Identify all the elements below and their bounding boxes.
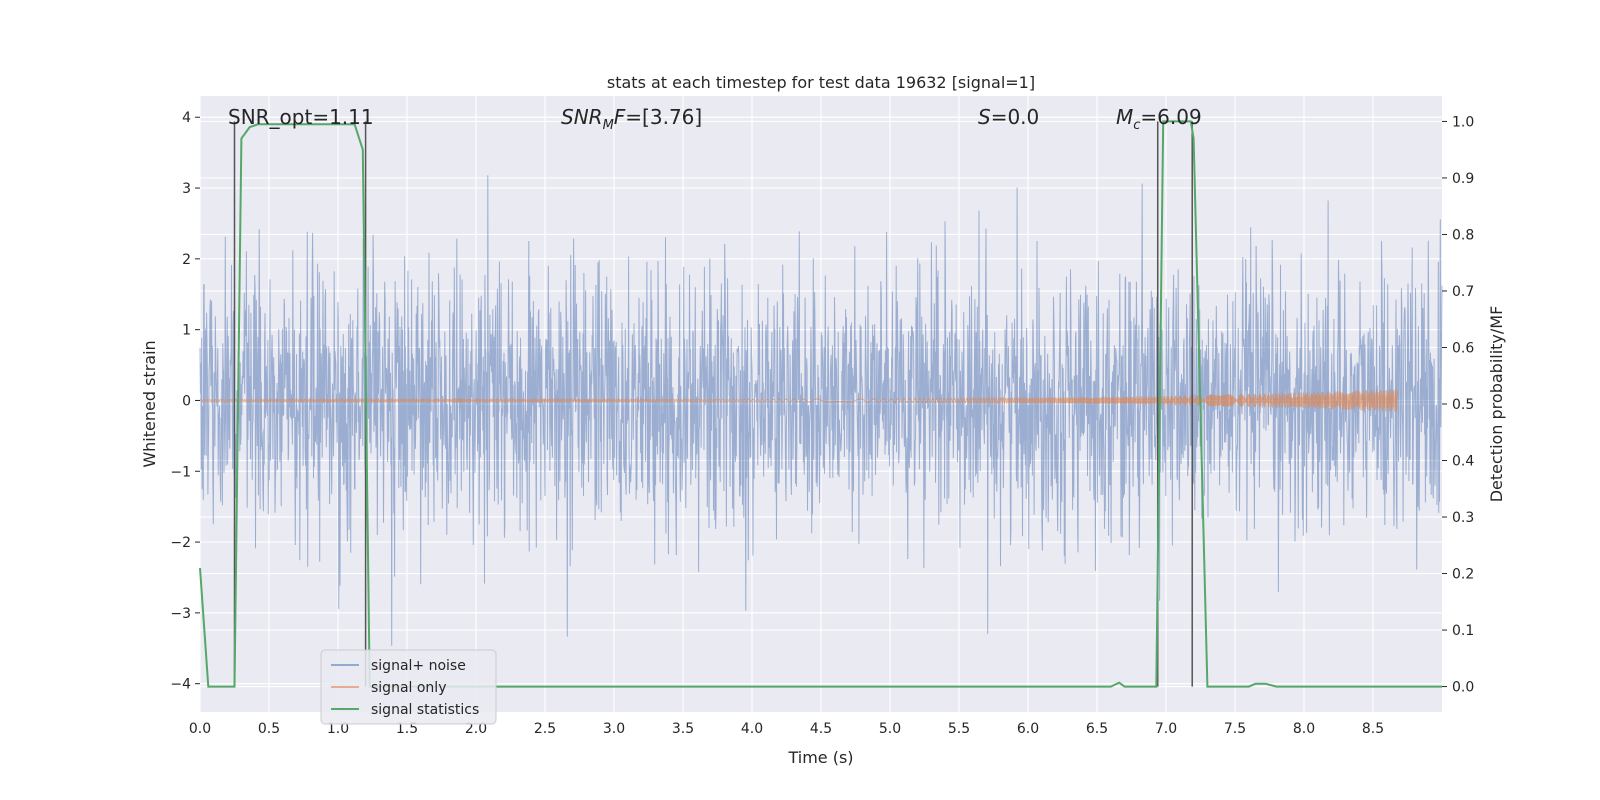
x-tick-label: 3.0	[603, 721, 625, 737]
x-tick-label: 8.0	[1293, 721, 1315, 737]
s-stat-symbol: S	[978, 105, 991, 129]
y-right-tick-label: 1.0	[1452, 114, 1474, 130]
x-axis-ticks: 0.0 0.5 1.0 1.5 2.0 2.5 3.0 3.5 4.0 4.5 5.0 5.5 6.0 6…	[189, 721, 1384, 737]
annotation-mc: Mc=6.09	[1116, 105, 1202, 133]
y-left-tick-label: −1	[170, 464, 191, 480]
chart-title: stats at each timestep for test data 196…	[607, 73, 1035, 92]
legend-label-signal-noise: signal+ noise	[371, 658, 466, 674]
y-right-tick-label: 0.2	[1452, 567, 1474, 583]
signal-only-line	[199, 388, 1399, 412]
annotation-snr-mf: SNRMF=[3.76]	[561, 105, 702, 133]
y-right-tick-label: 0.4	[1452, 454, 1474, 470]
x-tick-label: 2.5	[534, 721, 556, 737]
y-right-tick-label: 0.0	[1452, 680, 1474, 696]
x-tick-label: 5.0	[879, 721, 901, 737]
left-axis-ticks: −4 −3 −2 −1 0 1 2 3 4	[170, 110, 200, 693]
signal-statistics-series	[199, 120, 1442, 688]
y-right-tick-label: 0.3	[1452, 510, 1474, 526]
y-left-tick-label: −3	[170, 606, 191, 622]
legend: signal+ noise signal only signal statist…	[320, 649, 497, 725]
signal-statistics-line	[199, 120, 1442, 688]
y-left-tick-label: −4	[170, 677, 191, 693]
y-right-tick-label: 0.9	[1452, 171, 1474, 187]
x-tick-label: 0.0	[189, 721, 211, 737]
y-left-tick-label: 2	[182, 252, 191, 268]
signal-noise-series	[199, 175, 1443, 646]
mc-subscript: c	[1133, 118, 1140, 133]
y-axis-label-right: Detection probability/MF	[1487, 306, 1506, 503]
snr-mf-tail: F	[614, 105, 626, 129]
legend-label-signal-only: signal only	[371, 680, 446, 696]
snr-mf-subscript: M	[603, 118, 614, 133]
y-left-tick-label: 3	[182, 181, 191, 197]
y-right-tick-label: 0.5	[1452, 397, 1474, 413]
x-axis-label: Time (s)	[787, 748, 853, 767]
s-stat-value: =0.0	[991, 105, 1040, 129]
x-tick-label: 5.5	[948, 721, 970, 737]
y-left-tick-label: −2	[170, 535, 191, 551]
signal-noise-line	[199, 175, 1443, 646]
signal-only-series	[199, 388, 1399, 412]
x-tick-label: 7.0	[1155, 721, 1177, 737]
y-right-tick-label: 0.8	[1452, 227, 1474, 243]
right-axis-ticks: 0.0 0.1 0.2 0.3 0.4 0.5 0.6 0.7 0.8 0.9 1.0	[1442, 114, 1474, 696]
annotation-s-stat: S=0.0	[978, 105, 1039, 129]
x-tick-label: 1.0	[327, 721, 349, 737]
snr-mf-symbol: SNR	[561, 105, 603, 129]
x-tick-label: 7.5	[1224, 721, 1246, 737]
y-left-tick-label: 1	[182, 323, 191, 339]
x-tick-label: 3.5	[672, 721, 694, 737]
x-tick-label: 0.5	[258, 721, 280, 737]
y-right-tick-label: 0.7	[1452, 284, 1474, 300]
snr-mf-value: =[3.76]	[625, 105, 702, 129]
y-right-tick-label: 0.6	[1452, 340, 1474, 356]
legend-label-signal-statistics: signal statistics	[371, 702, 479, 718]
x-tick-label: 4.0	[741, 721, 763, 737]
y-axis-label-left: Whitened strain	[140, 340, 159, 467]
x-tick-label: 1.5	[396, 721, 418, 737]
mc-value: =6.09	[1140, 105, 1201, 129]
x-tick-label: 6.5	[1086, 721, 1108, 737]
annotation-snr-opt: SNR_opt=1.11	[228, 105, 374, 129]
x-tick-label: 6.0	[1017, 721, 1039, 737]
y-left-tick-label: 4	[182, 110, 191, 126]
y-left-tick-label: 0	[182, 393, 191, 409]
legend-box	[320, 649, 497, 725]
x-tick-label: 2.0	[465, 721, 487, 737]
x-tick-label: 8.5	[1362, 721, 1384, 737]
mc-symbol: M	[1116, 105, 1133, 129]
y-right-tick-label: 0.1	[1452, 623, 1474, 639]
x-tick-label: 4.5	[810, 721, 832, 737]
